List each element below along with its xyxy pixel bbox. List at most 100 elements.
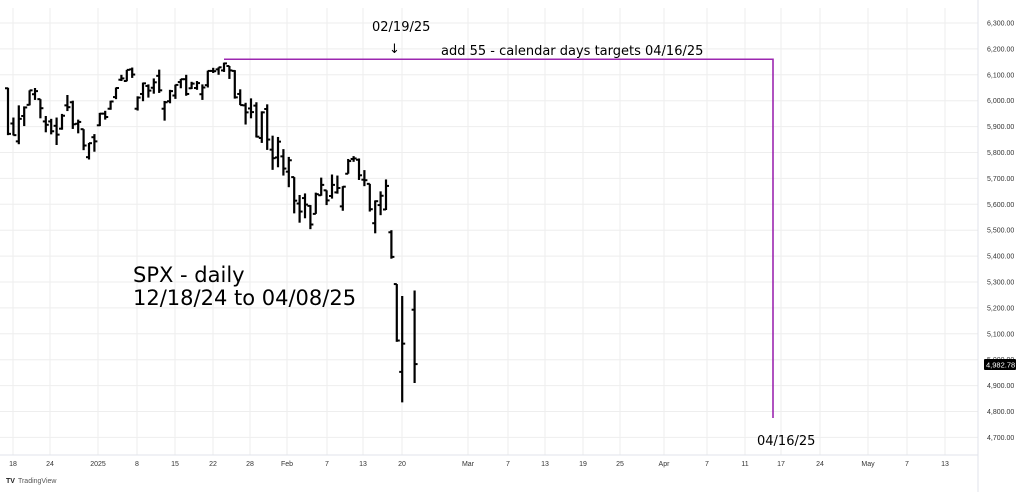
ohlc-bar	[86, 142, 92, 160]
y-tick-label: 5,200.00	[987, 305, 1014, 312]
ohlc-bar	[248, 98, 254, 119]
y-tick-label: 5,500.00	[987, 228, 1014, 235]
ohlc-bar	[323, 189, 330, 206]
chart-grid	[0, 8, 978, 455]
x-tick-label: 13	[359, 461, 367, 468]
ohlc-bar	[345, 158, 352, 175]
ohlc-bar	[264, 104, 271, 150]
ohlc-bar	[161, 100, 168, 121]
ohlc-bar	[318, 177, 325, 197]
x-tick-label: 17	[777, 461, 785, 468]
x-tick-label: 2025	[90, 461, 106, 468]
last-price-label: 4,982.78	[984, 359, 1016, 370]
ohlc-bar	[183, 74, 190, 96]
annotation-target-date: 04/16/25	[757, 434, 815, 449]
ohlc-bar	[129, 67, 136, 78]
y-tick-label: 6,000.00	[987, 98, 1014, 105]
last-price-value: 4,982.78	[986, 361, 1015, 370]
x-tick-label: 13	[541, 461, 549, 468]
ohlc-bar	[21, 106, 28, 127]
ohlc-bar	[118, 74, 125, 82]
x-tick-label: 7	[506, 461, 510, 468]
x-tick-label: 18	[9, 461, 17, 468]
x-tick-label: 22	[209, 461, 217, 468]
x-tick-label: 28	[246, 461, 254, 468]
ohlc-bar	[167, 89, 173, 104]
x-tick-label: 7	[705, 461, 709, 468]
x-tick-label: Feb	[281, 461, 293, 468]
y-tick-label: 5,400.00	[987, 254, 1014, 261]
x-tick-label: 19	[579, 461, 587, 468]
y-tick-label: 5,300.00	[987, 280, 1014, 287]
y-tick-label: 4,800.00	[987, 409, 1014, 416]
ohlc-bar	[26, 89, 33, 106]
ohlc-bar	[102, 110, 109, 120]
ohlc-bar	[291, 176, 298, 214]
ohlc-bar	[366, 182, 373, 212]
ohlc-bar	[275, 136, 281, 168]
ohlc-bar	[32, 88, 38, 100]
ohlc-bar	[172, 83, 179, 99]
y-tick-label: 4,700.00	[987, 435, 1014, 442]
x-tick-label: 7	[905, 461, 909, 468]
ohlc-bar	[377, 191, 384, 216]
ohlc-bar	[156, 69, 163, 93]
tradingview-logo[interactable]: TV TradingView	[6, 478, 56, 485]
time-axis[interactable]: 18 24 2025 8 15 22 28 Feb 7 13 20 Mar 7 13 19 25 Apr 7 11 1…	[0, 454, 978, 468]
ohlc-bar	[411, 290, 418, 384]
ohlc-bar	[64, 95, 71, 112]
x-tick-label: Mar	[462, 461, 475, 468]
y-tick-label: 5,800.00	[987, 150, 1014, 157]
x-tick-label: 13	[941, 461, 949, 468]
annotation-top-date: 02/19/25	[372, 20, 430, 35]
x-tick-label: 7	[325, 461, 329, 468]
ohlc-bar	[253, 102, 260, 138]
x-tick-label: 11	[741, 461, 748, 468]
x-tick-label: 8	[135, 461, 139, 468]
ohlc-bar	[329, 174, 335, 199]
ohlc-bar	[134, 96, 141, 111]
ohlc-bar	[48, 118, 55, 135]
ohlc-bar	[307, 204, 314, 230]
price-bars	[5, 62, 418, 403]
x-tick-label: 20	[398, 461, 406, 468]
price-axis[interactable]: 6,300.00 6,200.00 6,100.00 6,000.00 5,900.00…	[977, 0, 1014, 492]
y-tick-label: 4,900.00	[987, 383, 1014, 390]
ohlc-bar	[312, 192, 319, 215]
y-tick-label: 5,100.00	[987, 331, 1014, 338]
projection-lines	[224, 58, 774, 418]
x-tick-label: 24	[816, 461, 824, 468]
ohlc-bar	[80, 128, 87, 151]
ohlc-bar	[372, 200, 379, 234]
y-tick-label: 6,200.00	[987, 46, 1014, 53]
ohlc-bar	[356, 158, 362, 180]
tradingview-mark-icon: TV	[6, 478, 15, 485]
ohlc-bar	[221, 62, 227, 72]
x-tick-label: Apr	[659, 461, 671, 468]
ohlc-bar	[199, 84, 206, 100]
ohlc-bar	[393, 283, 400, 342]
y-tick-label: 6,100.00	[987, 72, 1014, 79]
ohlc-bar	[334, 175, 341, 194]
ohlc-bar	[15, 105, 22, 145]
ohlc-bar	[399, 295, 406, 403]
ohlc-bar	[107, 100, 114, 110]
ohlc-bar	[53, 117, 60, 145]
chart-title: SPX - daily	[133, 263, 245, 287]
y-tick-label: 5,700.00	[987, 176, 1014, 183]
ohlc-bar	[42, 115, 49, 133]
ohlc-bar	[188, 81, 195, 90]
x-tick-label: May	[861, 461, 875, 468]
y-tick-label: 5,900.00	[987, 124, 1014, 131]
ohlc-bar	[388, 230, 395, 259]
ohlc-bar	[5, 87, 11, 136]
x-tick-label: 24	[46, 461, 54, 468]
ohlc-bar	[194, 81, 200, 90]
chart-subtitle: 12/18/24 to 04/08/25	[133, 286, 356, 310]
ohlc-bar	[37, 98, 44, 119]
ohlc-bar	[383, 179, 389, 211]
projection-line	[224, 58, 774, 418]
ohlc-bar	[113, 87, 119, 100]
ohlc-bar	[210, 67, 217, 73]
